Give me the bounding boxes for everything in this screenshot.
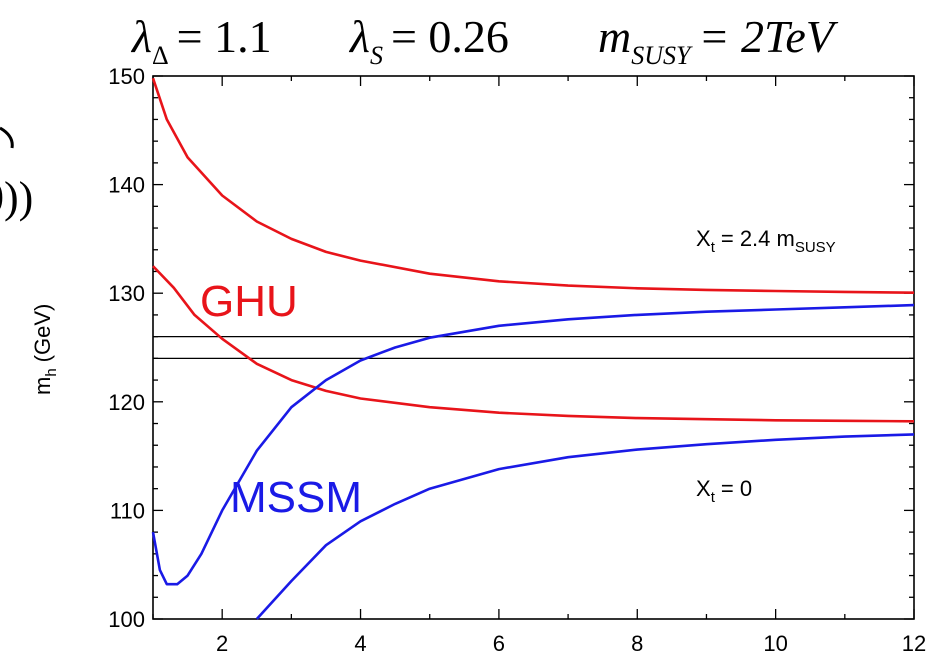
y-tick-label: 150: [108, 64, 145, 89]
x-tick-label: 4: [354, 631, 366, 656]
ghu-label: GHU: [200, 277, 298, 326]
ghu-curve-1: [152, 265, 915, 423]
x-tick-label: 10: [763, 631, 787, 656]
xt-large-annotation: Xt = 2.4 mSUSY: [696, 226, 836, 256]
plot-area: [153, 335, 914, 360]
mssm-label: MSSM: [230, 473, 362, 522]
y-tick-label: 130: [108, 281, 145, 306]
title-lambda-delta-val: = 1.1: [177, 11, 272, 62]
left-edge-glyph: 0)): [0, 173, 33, 222]
title-lambda-s-sub: S: [370, 41, 383, 70]
title-lambda-delta-sub: Δ: [152, 41, 169, 70]
y-tick-label: 100: [108, 607, 145, 632]
mssm-curve-3: [255, 433, 915, 620]
left-edge-arc: [0, 126, 14, 149]
title-lambda-s: λ: [348, 11, 370, 62]
title-lambda-delta: λ: [130, 11, 152, 62]
ghu-curve-0: [151, 77, 915, 294]
x-tick-label: 8: [631, 631, 643, 656]
title-m-sub: SUSY: [631, 41, 693, 70]
chart-title: λΔ = 1.1 λS = 0.26 mSUSY = 2TeV: [130, 11, 839, 70]
y-tick-label: 120: [108, 390, 145, 415]
x-tick-label: 2: [216, 631, 228, 656]
xt-zero-annotation: Xt = 0: [696, 476, 752, 506]
mssm-curve-2: [151, 303, 915, 586]
y-axis-label: mh(GeV): [30, 304, 60, 395]
title-lambda-s-val: = 0.26: [391, 11, 509, 62]
axes: 2 4 6 8 10 12 100 110 120 130 140 150: [108, 64, 926, 656]
title-m: m: [598, 11, 631, 62]
title-m-val: = 2TeV: [698, 11, 838, 62]
plot-frame: [152, 75, 915, 620]
series-lines: [151, 77, 915, 620]
y-tick-label: 140: [108, 173, 145, 198]
y-tick-label: 110: [110, 498, 145, 523]
x-tick-label: 12: [902, 631, 926, 656]
x-tick-label: 6: [493, 631, 505, 656]
